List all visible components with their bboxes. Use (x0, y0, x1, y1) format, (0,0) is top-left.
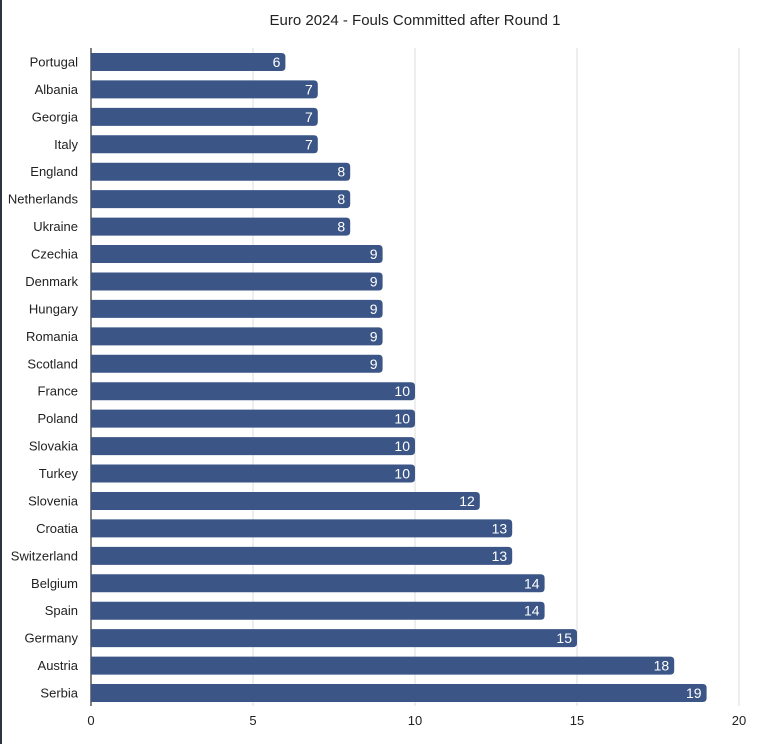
category-label: Georgia (32, 109, 79, 124)
window-edge (0, 0, 2, 744)
category-label: Belgium (31, 576, 78, 591)
category-label: Scotland (27, 356, 78, 371)
data-label: 8 (337, 219, 345, 235)
category-label: France (38, 384, 78, 399)
data-label: 8 (337, 191, 345, 207)
x-tick-label: 5 (249, 713, 256, 728)
data-label: 18 (654, 658, 670, 674)
bar (91, 656, 675, 675)
bar (91, 629, 577, 648)
bar (91, 574, 545, 593)
bar (91, 684, 707, 702)
category-label: Slovenia (28, 493, 79, 508)
category-label: Denmark (25, 274, 78, 289)
data-label: 10 (394, 383, 410, 399)
category-label: Croatia (36, 521, 79, 536)
bar (91, 162, 351, 181)
category-label: Serbia (40, 686, 78, 701)
data-label: 19 (686, 685, 702, 701)
category-label: Portugal (30, 55, 79, 70)
category-label: Czechia (31, 247, 79, 262)
data-label: 6 (273, 54, 281, 70)
category-label: Turkey (39, 466, 79, 481)
data-label: 7 (305, 136, 313, 152)
data-label: 13 (492, 520, 508, 536)
bar (91, 519, 513, 538)
bar (91, 245, 383, 264)
data-label: 10 (394, 411, 410, 427)
x-tick-label: 0 (87, 713, 94, 728)
data-label: 10 (394, 466, 410, 482)
data-label: 12 (459, 493, 475, 509)
bar (91, 491, 480, 510)
category-label: Italy (54, 137, 78, 152)
category-label: Spain (45, 603, 78, 618)
category-label: Germany (25, 631, 79, 646)
bar (91, 409, 415, 428)
bar (91, 601, 545, 620)
x-tick-label: 15 (570, 713, 584, 728)
x-tick-label: 20 (732, 713, 746, 728)
category-label: Slovakia (29, 439, 79, 454)
bar (91, 327, 383, 346)
bar (91, 190, 351, 209)
category-label: Hungary (29, 301, 79, 316)
category-label: England (30, 164, 78, 179)
chart-title: Euro 2024 - Fouls Committed after Round … (269, 12, 561, 29)
bar (91, 80, 318, 99)
data-label: 14 (524, 603, 540, 619)
data-label: 7 (305, 109, 313, 125)
data-label: 9 (370, 273, 378, 289)
category-label: Poland (38, 411, 78, 426)
data-label: 7 (305, 81, 313, 97)
bar (91, 53, 286, 71)
category-label: Switzerland (11, 548, 78, 563)
category-label: Albania (35, 82, 79, 97)
data-label: 9 (370, 356, 378, 372)
bar (91, 354, 383, 373)
category-label: Netherlands (8, 192, 79, 207)
data-label: 9 (370, 328, 378, 344)
x-tick-label: 10 (408, 713, 422, 728)
category-label: Romania (26, 329, 79, 344)
data-label: 10 (394, 438, 410, 454)
bar (91, 135, 318, 154)
bar (91, 299, 383, 318)
data-label: 13 (492, 548, 508, 564)
data-label: 15 (556, 630, 572, 646)
bar (91, 107, 318, 126)
category-label: Ukraine (33, 219, 78, 234)
category-label: Austria (38, 658, 79, 673)
bar (91, 382, 415, 401)
data-label: 9 (370, 246, 378, 262)
data-label: 9 (370, 301, 378, 317)
bar (91, 437, 415, 456)
bar (91, 272, 383, 291)
bar (91, 546, 513, 565)
bar (91, 217, 351, 236)
bar (91, 464, 415, 483)
data-label: 14 (524, 575, 540, 591)
data-label: 8 (337, 164, 345, 180)
